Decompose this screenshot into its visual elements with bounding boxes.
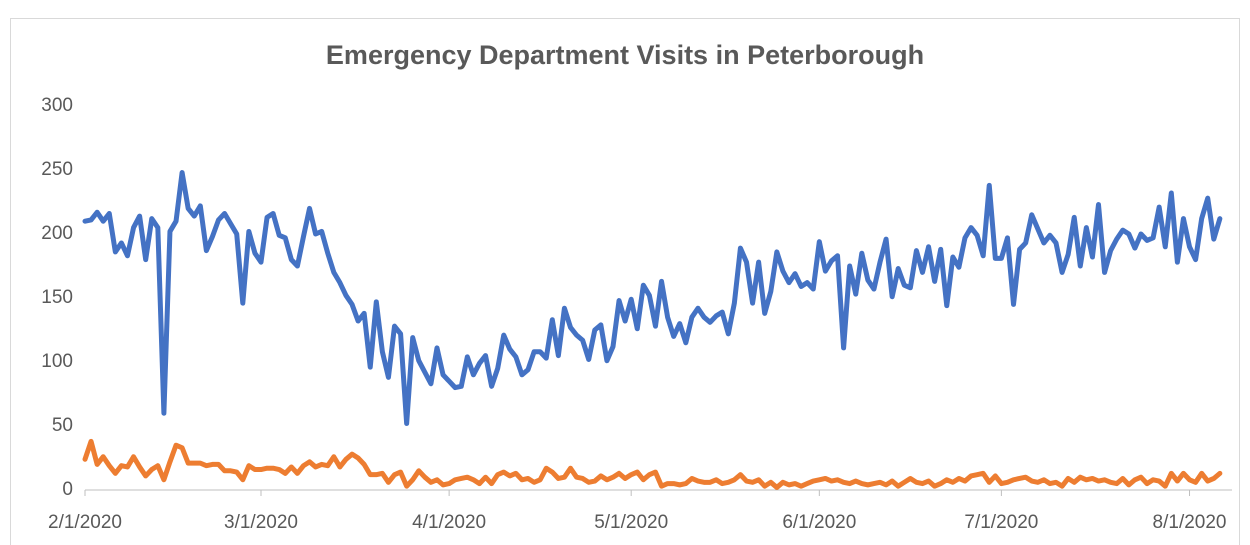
x-tick-label: 2/1/2020 bbox=[48, 512, 122, 533]
x-tick-label: 7/1/2020 bbox=[964, 512, 1038, 533]
chart-title: Emergency Department Visits in Peterboro… bbox=[326, 40, 924, 70]
data-line bbox=[82, 438, 1223, 490]
x-tick-label: 3/1/2020 bbox=[224, 512, 298, 533]
chart-frame bbox=[10, 18, 1240, 545]
y-tick-label: 50 bbox=[52, 415, 73, 436]
y-tick-label: 0 bbox=[62, 479, 73, 500]
y-tick-label: 250 bbox=[41, 159, 73, 180]
y-tick-label: 150 bbox=[41, 287, 73, 308]
y-tick-label: 200 bbox=[41, 223, 73, 244]
x-tick-label: 8/1/2020 bbox=[1153, 512, 1227, 533]
x-tick-label: 5/1/2020 bbox=[594, 512, 668, 533]
y-tick-label: 300 bbox=[41, 95, 73, 116]
data-line bbox=[82, 170, 1223, 426]
y-tick-label: 100 bbox=[41, 351, 73, 372]
x-tick-label: 6/1/2020 bbox=[782, 512, 856, 533]
x-tick-label: 4/1/2020 bbox=[412, 512, 486, 533]
